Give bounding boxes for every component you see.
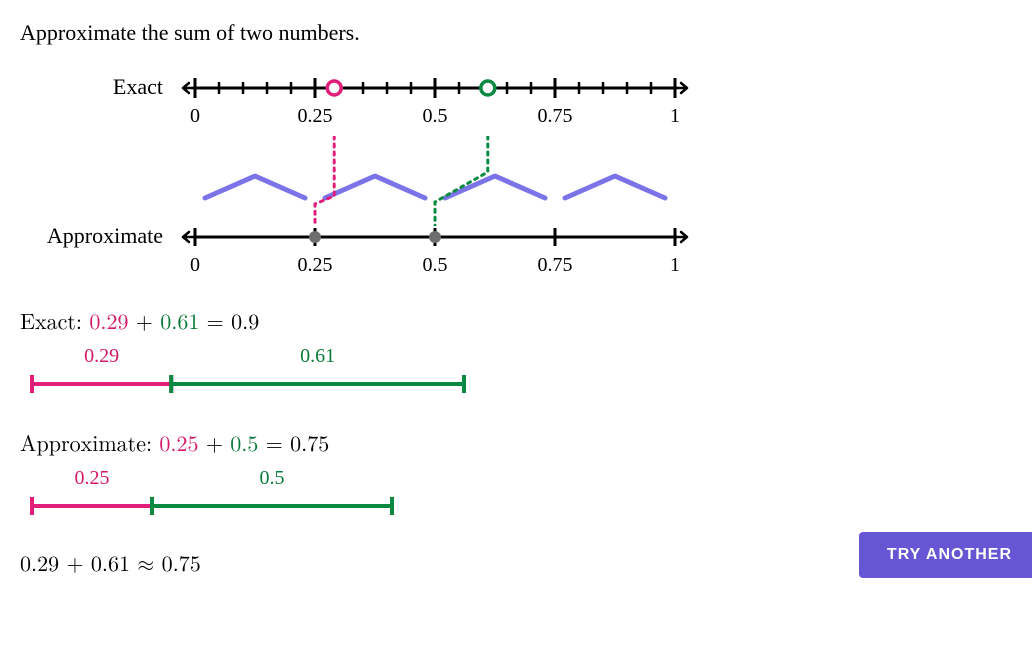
approximate-number-line: 0 0.25 0.5 0.75 1 xyxy=(175,225,705,285)
svg-text:0: 0 xyxy=(190,254,200,276)
exact-eq-a: 0.29 xyxy=(89,312,128,334)
svg-text:0.25: 0.25 xyxy=(298,105,333,127)
approximate-number-line-row: Approximate 0 0.25 0.5 0.75 1 xyxy=(20,225,1032,285)
svg-text:0.5: 0.5 xyxy=(423,105,448,127)
exact-number-line-row: Exact 0 0.25 0.5 0.75 1 xyxy=(20,76,1032,136)
svg-text:0.75: 0.75 xyxy=(538,254,573,276)
equals-sign: = xyxy=(199,312,231,334)
plus-sign: + xyxy=(59,554,91,576)
final-b: 0.61 xyxy=(91,554,130,576)
approx-eq-b: 0.5 xyxy=(230,434,258,456)
exact-number-line: 0 0.25 0.5 0.75 1 xyxy=(175,76,705,136)
plus-sign: + xyxy=(199,434,231,456)
svg-text:0.5: 0.5 xyxy=(260,467,285,489)
svg-text:0.5: 0.5 xyxy=(423,254,448,276)
exact-eq-result: 0.9 xyxy=(231,312,259,334)
approximate-axis-label: Approximate xyxy=(20,223,175,249)
prompt-text: Approximate the sum of two numbers. xyxy=(20,20,1032,46)
exact-sum-bar: 0.29 0.61 xyxy=(20,342,540,397)
approx-eq-prefix: Approximate: xyxy=(20,434,159,456)
lesson-container: Approximate the sum of two numbers. Exac… xyxy=(20,20,1032,578)
final-result: 0.75 xyxy=(162,554,201,576)
approximate-equation: Approximate: 0.25 + 0.5 = 0.75 xyxy=(20,432,1032,458)
svg-text:0.29: 0.29 xyxy=(84,345,119,367)
approx-eq-a: 0.25 xyxy=(159,434,198,456)
try-another-button[interactable]: TRY ANOTHER xyxy=(859,532,1032,578)
exact-eq-b: 0.61 xyxy=(160,312,199,334)
svg-text:0: 0 xyxy=(190,105,200,127)
svg-text:0.25: 0.25 xyxy=(75,467,110,489)
chevron-connectors xyxy=(175,136,705,226)
svg-text:0.75: 0.75 xyxy=(538,105,573,127)
exact-eq-prefix: Exact: xyxy=(20,312,89,334)
exact-equation: Exact: 0.29 + 0.61 = 0.9 xyxy=(20,310,1032,336)
approx-sign: ≈ xyxy=(130,554,162,576)
approximate-bar-row: 0.25 0.5 xyxy=(20,464,1032,524)
connector-region xyxy=(175,136,1032,231)
exact-bar-row: 0.29 0.61 xyxy=(20,342,1032,402)
equals-sign: = xyxy=(258,434,290,456)
plus-sign: + xyxy=(128,312,160,334)
svg-text:1: 1 xyxy=(670,254,680,276)
svg-text:1: 1 xyxy=(670,105,680,127)
approximate-sum-bar: 0.25 0.5 xyxy=(20,464,540,519)
exact-axis-label: Exact xyxy=(20,74,175,100)
final-a: 0.29 xyxy=(20,554,59,576)
approx-eq-result: 0.75 xyxy=(290,434,329,456)
svg-text:0.61: 0.61 xyxy=(300,345,335,367)
svg-text:0.25: 0.25 xyxy=(298,254,333,276)
